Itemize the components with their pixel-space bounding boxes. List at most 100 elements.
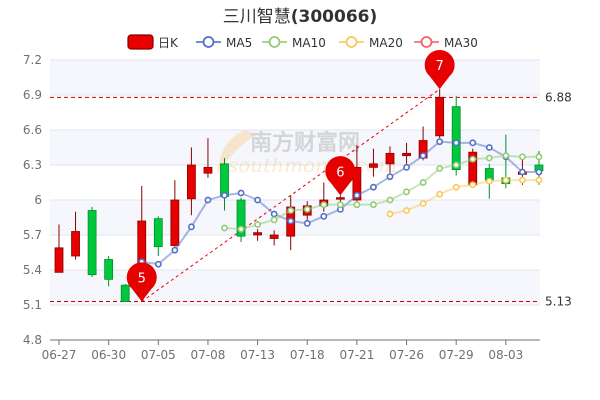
y-tick-label: 5.4 [23, 263, 42, 277]
legend-label: MA20 [369, 36, 403, 50]
ma-point-ma20 [502, 176, 510, 184]
ma-point-ma5 [237, 189, 245, 197]
ma-point-ma10 [353, 201, 361, 209]
candle-body [385, 152, 395, 165]
legend-item-ma10[interactable]: MA10 [262, 36, 326, 50]
candle [203, 138, 213, 178]
candle-body [352, 166, 362, 201]
candle-body [71, 231, 80, 257]
mark-line-label: 5.13 [545, 295, 572, 309]
legend-item-ma30[interactable]: MA30 [414, 36, 478, 50]
ma-point-ma10 [270, 216, 278, 224]
pin-icon [325, 156, 356, 196]
y-tick-label: 7.2 [23, 53, 42, 67]
legend-item-日k[interactable]: 日K [127, 34, 179, 50]
pin-icon [424, 49, 455, 90]
legend-circle-icon [345, 36, 358, 48]
candle [335, 195, 345, 203]
y-tick-label: 6 [34, 193, 42, 207]
legend-item-ma20[interactable]: MA20 [339, 36, 403, 50]
ma-point-ma10 [535, 153, 543, 161]
x-tick-label: 07-26 [389, 348, 424, 362]
mark-pin: 6 [325, 156, 356, 196]
candle-body [236, 199, 246, 237]
pin-icon [126, 262, 157, 302]
chart-title: 三川智慧(300066) [0, 2, 600, 27]
ma-point-ma5 [204, 196, 212, 204]
candle [54, 224, 64, 273]
ma-point-ma10 [436, 165, 444, 172]
legend-candle-icon [127, 34, 154, 50]
ma-point-ma5 [303, 219, 311, 227]
y-tick-label: 5.1 [23, 298, 42, 312]
watermark-en: southmoney.com [228, 153, 397, 177]
candle-body [203, 166, 213, 174]
legend-label: 日K [158, 36, 179, 50]
candle-body [87, 210, 97, 276]
ma-point-ma20 [386, 210, 394, 218]
candle [352, 145, 362, 202]
ma-point-ma5 [270, 210, 278, 218]
candle-body [54, 247, 64, 273]
candle [402, 142, 411, 164]
ma-point-ma10 [320, 201, 328, 209]
candle [104, 256, 114, 287]
x-tick-label: 07-13 [240, 348, 275, 362]
candle [253, 229, 263, 241]
candle [369, 148, 378, 177]
candle [269, 230, 279, 246]
ma-point-ma10 [370, 201, 377, 209]
ma-point-ma5 [386, 173, 394, 181]
candle-body [435, 96, 445, 137]
ma-point-ma20 [403, 207, 410, 214]
candle-body [153, 218, 163, 248]
mark-pin: 5 [126, 262, 157, 302]
ma-point-ma5 [171, 246, 179, 254]
ma-point-ma5 [154, 260, 162, 268]
candle-body [120, 284, 130, 302]
ma-line-ma20 [389, 179, 539, 215]
y-tick-label: 6.6 [23, 123, 42, 137]
x-tick-label: 07-21 [339, 348, 374, 362]
legend-label: MA30 [444, 36, 478, 50]
ma-point-ma10 [403, 188, 410, 196]
legend-label: MA10 [292, 36, 326, 50]
ma-point-ma5 [452, 139, 460, 147]
ma-point-ma5 [519, 168, 526, 176]
y-tick-label: 5.7 [23, 228, 42, 242]
candle-body [186, 164, 196, 200]
candle [468, 148, 478, 186]
ma-point-ma10 [469, 155, 477, 163]
watermark-cn: 南方财富网 [250, 130, 360, 156]
ma-point-ma10 [237, 225, 245, 233]
ma-point-ma20 [535, 176, 543, 184]
legend-item-ma5[interactable]: MA5 [196, 36, 252, 50]
ma-point-ma10 [386, 196, 394, 204]
candle [170, 180, 180, 247]
ma-point-ma10 [221, 224, 228, 232]
legend-circle-icon [202, 36, 215, 48]
ma-point-ma5 [187, 223, 195, 231]
ma-point-ma5 [353, 191, 361, 199]
candle-body [137, 220, 147, 264]
candle-body [220, 163, 229, 197]
ma-point-ma5 [436, 138, 444, 146]
ma-point-ma5 [320, 212, 328, 220]
pin-label: 7 [436, 59, 444, 74]
ma-point-ma20 [469, 181, 477, 189]
x-tick-label: 06-30 [91, 348, 126, 362]
pin-label: 6 [336, 165, 344, 180]
candle-body [335, 197, 345, 200]
watermark-flame [217, 130, 257, 175]
ma-point-ma20 [436, 190, 444, 198]
legend-circle-icon [420, 36, 433, 48]
stock-name: 三川智慧 [222, 7, 291, 27]
candle [120, 284, 130, 302]
ma-point-ma5 [403, 163, 410, 171]
ma-point-ma5 [287, 217, 295, 225]
mark-pin: 7 [424, 49, 455, 90]
candle [236, 197, 246, 242]
